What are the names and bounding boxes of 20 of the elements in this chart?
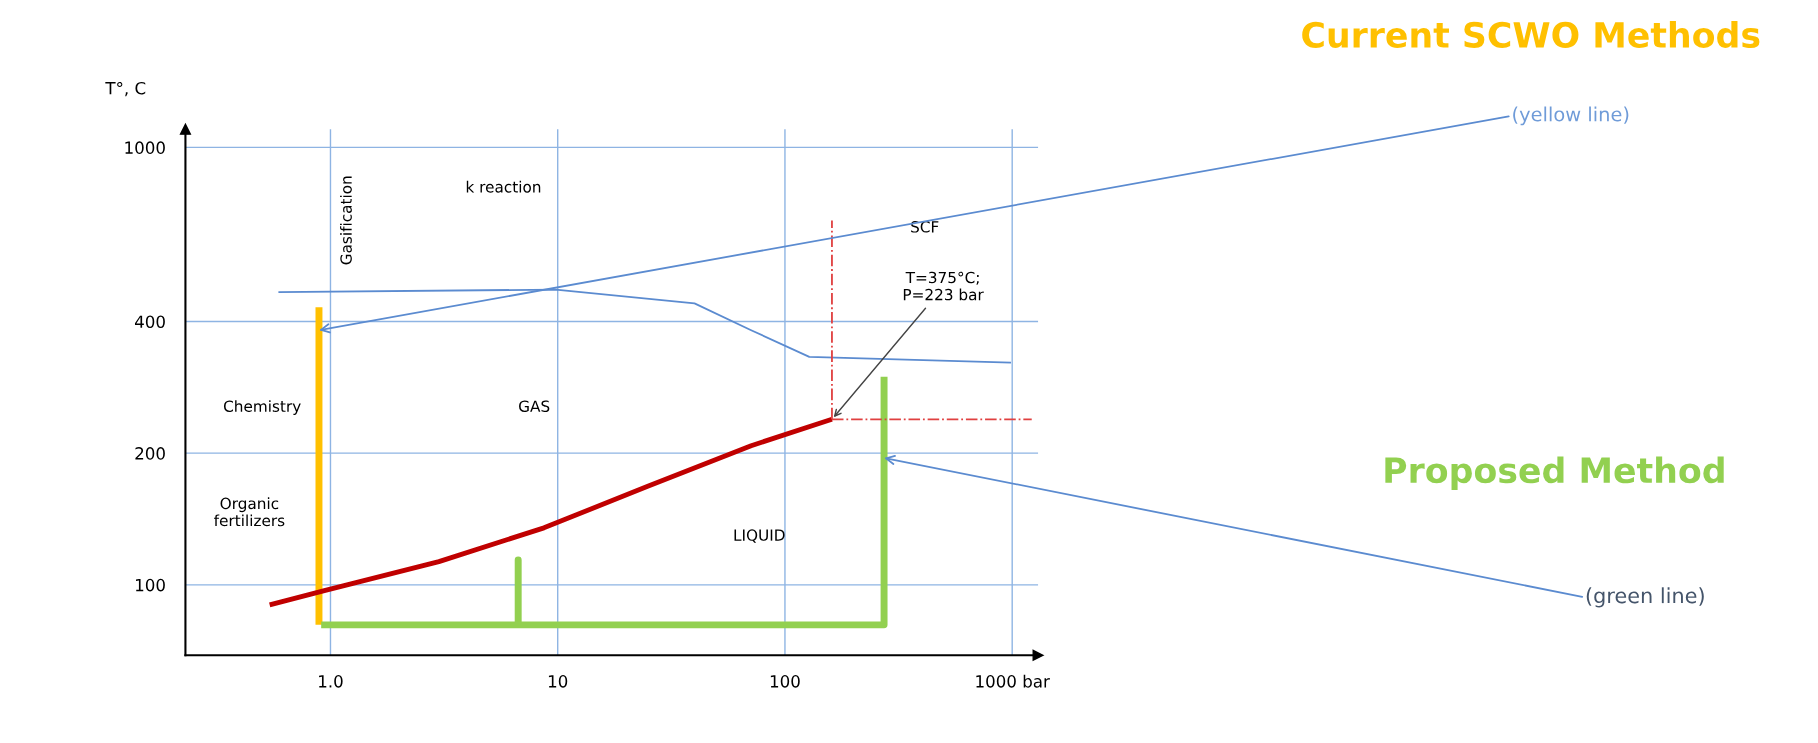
y-tick-label: 200 [135, 447, 165, 460]
x-tick-label: 100 [770, 675, 800, 688]
annotation: (yellow line) [1513, 106, 1629, 126]
annotation: T=375°C; P=223 bar [903, 271, 984, 301]
y-axis-title: T°, C [105, 81, 146, 97]
annotation: Chemistry [223, 400, 301, 415]
y-tick-label: 400 [134, 315, 165, 329]
annotation: GAS [519, 400, 550, 412]
annotation: LIQUID [734, 529, 785, 543]
annotation: (green line) [1586, 587, 1704, 608]
text: Current SCWO Methods [1302, 21, 1760, 48]
x-tick-label: 1000 bar [976, 674, 1050, 688]
y-tick-label: 1000 [125, 141, 165, 154]
y-tick-label: 100 [136, 578, 165, 592]
x-tick-label: 1.0 [319, 675, 343, 688]
x-tick-label: 10 [548, 675, 568, 688]
annotation: Organic fertilizers [214, 497, 285, 527]
text: Proposed Method [1385, 456, 1724, 491]
annotation: k reaction [466, 180, 541, 193]
annotation: Gasification [340, 176, 352, 265]
